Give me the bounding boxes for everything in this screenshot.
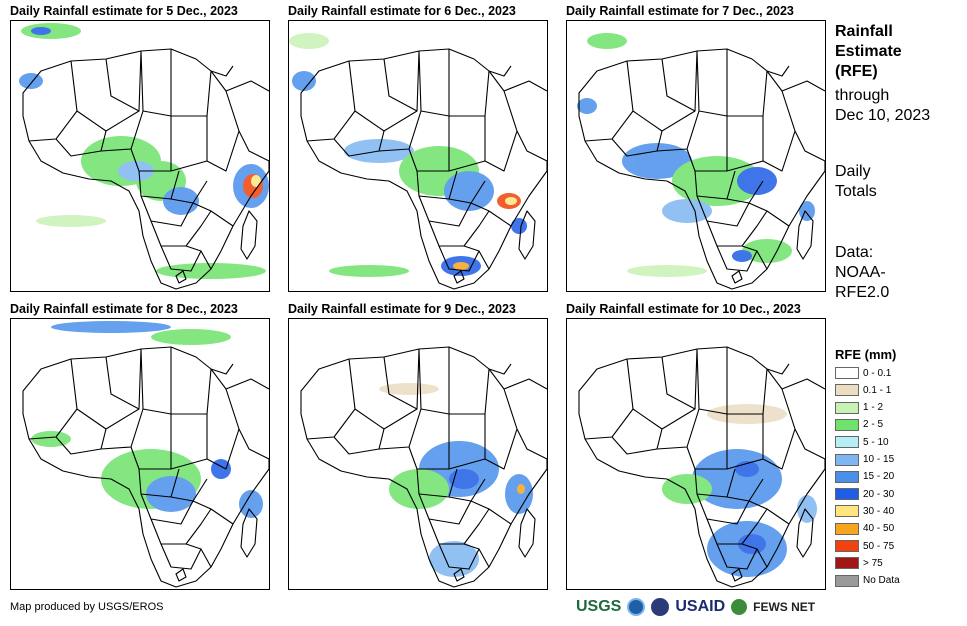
legend-item: 0 - 0.1: [835, 366, 891, 380]
source-line2: NOAA-: [835, 264, 886, 281]
legend-label: No Data: [863, 575, 900, 587]
panel-title: Daily Rainfall estimate for 8 Dec., 2023: [10, 302, 238, 316]
legend-item: 1 - 2: [835, 401, 883, 415]
africa-map: [578, 346, 825, 588]
legend-label: 15 - 20: [863, 471, 895, 483]
panel-title: Daily Rainfall estimate for 10 Dec., 202…: [566, 302, 801, 316]
legend-swatch: [835, 384, 859, 397]
sidebar-through: through Dec 10, 2023: [835, 86, 930, 126]
rainfall-map: [288, 20, 548, 292]
africa-map: [19, 23, 269, 290]
africa-map: [289, 33, 547, 290]
legend-item: 5 - 10: [835, 435, 889, 449]
legend-swatch: [835, 574, 859, 587]
rainfall-map: [288, 318, 548, 590]
totals-line2: Totals: [835, 183, 877, 200]
usaid-logo: USAID: [675, 598, 726, 615]
legend-swatch: [835, 470, 859, 483]
rainfall-map: [10, 318, 270, 590]
panel-title: Daily Rainfall estimate for 6 Dec., 2023: [288, 4, 516, 18]
legend-item: 15 - 20: [835, 470, 894, 484]
legend-swatch: [835, 557, 859, 570]
legend-item: 0.1 - 1: [835, 383, 891, 397]
map-panel-dec7: Daily Rainfall estimate for 7 Dec., 2023: [566, 4, 826, 292]
map-panel-dec8: Daily Rainfall estimate for 8 Dec., 2023: [10, 302, 270, 590]
source-line3: RFE2.0: [835, 284, 890, 301]
legend-item: > 75: [835, 556, 883, 570]
legend-swatch: [835, 453, 859, 466]
legend-item: No Data: [835, 574, 900, 588]
legend-swatch: [835, 418, 859, 431]
sidebar-title: Rainfall Estimate (RFE): [835, 22, 902, 82]
map-panel-dec9: Daily Rainfall estimate for 9 Dec., 2023: [288, 302, 548, 590]
legend-item: 50 - 75: [835, 539, 894, 553]
legend-title: RFE (mm): [835, 347, 897, 362]
legend-swatch: [835, 401, 859, 414]
map-panel-dec5: Daily Rainfall estimate for 5 Dec., 2023: [10, 4, 270, 292]
through-line1: through: [835, 87, 890, 104]
legend-swatch: [835, 367, 859, 379]
sidebar-title-line2: Estimate: [835, 43, 902, 60]
rainfall-cells: [31, 321, 263, 518]
legend-item: 2 - 5: [835, 418, 883, 432]
legend-label: 1 - 2: [863, 402, 884, 414]
source-line1: Data:: [835, 244, 874, 261]
legend-swatch: [835, 488, 859, 501]
footer-credit: Map produced by USGS/EROS: [10, 601, 164, 613]
legend-item: 20 - 30: [835, 487, 894, 501]
legend-label: 5 - 10: [863, 436, 889, 448]
legend-label: 30 - 40: [863, 505, 895, 517]
legend-label: 0 - 0.1: [863, 367, 892, 379]
sidebar-title-line3: (RFE): [835, 63, 878, 80]
legend-swatch: [835, 436, 859, 449]
legend-item: 10 - 15: [835, 453, 894, 467]
legend-label: 10 - 15: [863, 454, 895, 465]
usgs-logo: USGS: [576, 598, 622, 615]
through-line2: Dec 10, 2023: [835, 107, 931, 124]
legend-swatch: [835, 505, 859, 518]
sidebar-source: Data: NOAA- RFE2.0: [835, 243, 889, 303]
fews-globe-icon: [731, 599, 748, 615]
legend-swatch: [835, 540, 859, 552]
legend-label: 40 - 50: [863, 523, 895, 535]
partner-logos: USGS USAID FEWS NET: [576, 596, 815, 618]
rainfall-cells: [379, 383, 533, 577]
legend-label: 2 - 5: [863, 419, 884, 431]
legend-label: 0.1 - 1: [863, 384, 892, 396]
legend-label: 50 - 75: [863, 540, 895, 552]
map-panel-dec10: Daily Rainfall estimate for 10 Dec., 202…: [566, 302, 826, 590]
rainfall-map: [566, 318, 826, 590]
legend-item: 40 - 50: [835, 522, 894, 536]
fews-net-logo: FEWS NET: [753, 600, 816, 614]
panel-title: Daily Rainfall estimate for 9 Dec., 2023: [288, 302, 516, 316]
us-seal-icon: [651, 598, 670, 616]
panel-title: Daily Rainfall estimate for 5 Dec., 2023: [10, 4, 238, 18]
totals-line1: Daily: [835, 163, 871, 180]
map-panel-dec6: Daily Rainfall estimate for 6 Dec., 2023: [288, 4, 548, 292]
rainfall-cells: [662, 404, 817, 577]
noaa-logo-icon: [627, 598, 646, 616]
africa-map: [300, 346, 547, 588]
sidebar-title-line1: Rainfall: [835, 23, 893, 40]
legend-swatch: [835, 522, 859, 535]
legend-label: 20 - 30: [863, 488, 895, 500]
rainfall-map: [10, 20, 270, 292]
legend-item: 30 - 40: [835, 504, 894, 518]
legend-label: > 75: [863, 557, 883, 569]
panel-title: Daily Rainfall estimate for 7 Dec., 2023: [566, 4, 794, 18]
africa-map: [22, 321, 269, 588]
rainfall-map: [566, 20, 826, 292]
sidebar-totals: Daily Totals: [835, 162, 877, 202]
africa-map: [577, 33, 825, 290]
